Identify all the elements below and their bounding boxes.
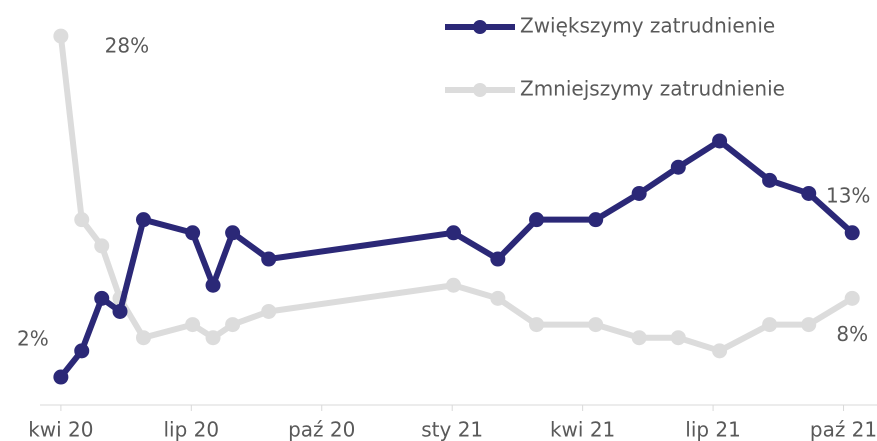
point: [801, 185, 817, 201]
point: [670, 330, 686, 346]
x-tick-label: paź 20: [288, 418, 355, 441]
point: [588, 212, 604, 228]
point: [112, 303, 128, 319]
point: [844, 225, 860, 241]
x-tick-label: paź 21: [810, 418, 877, 441]
legend-label: Zwiększymy zatrudnienie: [520, 14, 775, 38]
point: [446, 225, 462, 241]
point: [844, 290, 860, 306]
data-label: 8%: [836, 322, 868, 346]
point: [631, 330, 647, 346]
point: [94, 238, 110, 254]
point: [135, 330, 151, 346]
point: [762, 172, 778, 188]
point: [446, 277, 462, 293]
point: [261, 303, 277, 319]
data-label: 28%: [105, 34, 149, 58]
point: [631, 185, 647, 201]
point: [225, 225, 241, 241]
point: [712, 343, 728, 359]
point: [185, 317, 201, 333]
point: [74, 212, 90, 228]
x-tick-label: lip 21: [685, 418, 741, 441]
point: [135, 212, 151, 228]
x-tick-label: kwi 20: [28, 418, 93, 441]
point: [205, 330, 221, 346]
point: [529, 317, 545, 333]
point: [94, 290, 110, 306]
data-label: 13%: [826, 183, 870, 207]
point: [205, 277, 221, 293]
x-tick-label: lip 20: [164, 418, 220, 441]
point: [490, 290, 506, 306]
point: [53, 28, 69, 44]
point: [490, 251, 506, 267]
legend-label: Zmniejszymy zatrudnienie: [520, 77, 785, 101]
legend-marker: [473, 83, 487, 97]
data-label: 2%: [17, 327, 49, 351]
point: [762, 317, 778, 333]
point: [53, 369, 69, 385]
x-tick-label: kwi 21: [550, 418, 615, 441]
point: [185, 225, 201, 241]
point: [261, 251, 277, 267]
point: [74, 343, 90, 359]
point: [225, 317, 241, 333]
x-tick-label: sty 21: [421, 418, 483, 441]
point: [529, 212, 545, 228]
point: [588, 317, 604, 333]
legend-marker: [473, 20, 487, 34]
point: [670, 159, 686, 175]
point: [801, 317, 817, 333]
point: [712, 133, 728, 149]
